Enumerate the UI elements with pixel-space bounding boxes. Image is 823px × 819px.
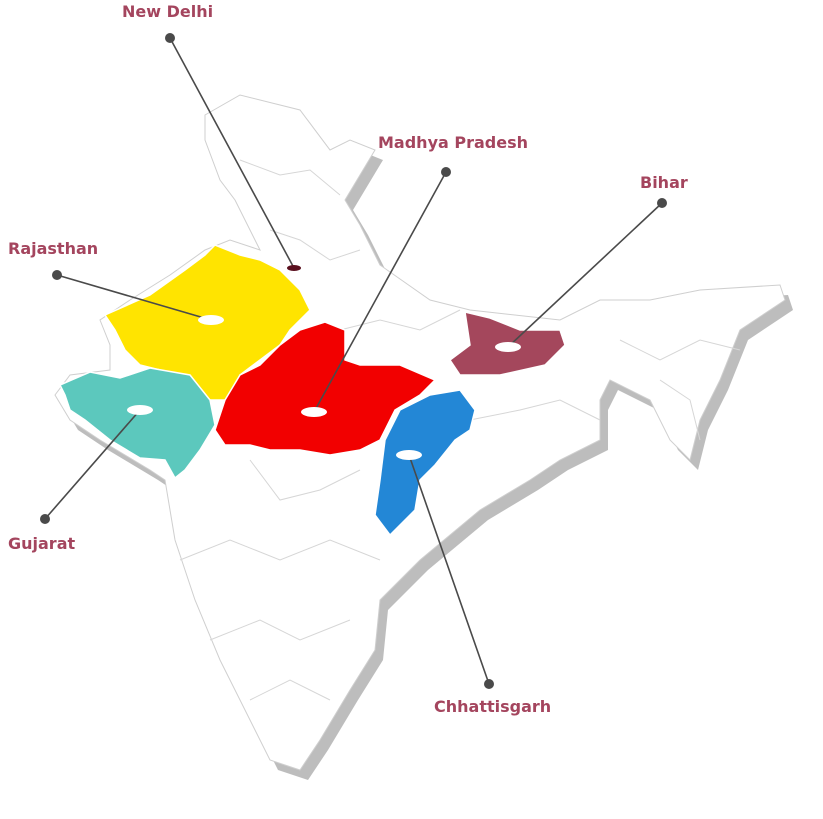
label-new-delhi: New Delhi bbox=[122, 2, 214, 21]
dot-rajasthan bbox=[52, 270, 62, 280]
label-bihar: Bihar bbox=[640, 173, 688, 192]
state-gujarat[interactable] bbox=[58, 367, 216, 480]
leader-bihar bbox=[507, 202, 663, 348]
dot-bihar bbox=[657, 198, 667, 208]
label-chhattisgarh: Chhattisgarh bbox=[434, 697, 552, 716]
leader-gujarat bbox=[44, 409, 141, 520]
marker-new-delhi bbox=[287, 265, 301, 271]
dot-madhya-pradesh bbox=[441, 167, 451, 177]
state-borders bbox=[179, 159, 741, 701]
state-madhya-pradesh[interactable] bbox=[214, 321, 437, 456]
dot-gujarat bbox=[40, 514, 50, 524]
marker-rajasthan bbox=[198, 315, 224, 325]
dot-new-delhi bbox=[165, 33, 175, 43]
state-chhattisgarh[interactable] bbox=[374, 389, 476, 537]
leader-dots bbox=[40, 33, 667, 689]
marker-chhattisgarh bbox=[396, 450, 422, 460]
leader-madhya-pradesh bbox=[313, 171, 447, 413]
dot-chhattisgarh bbox=[484, 679, 494, 689]
leader-chhattisgarh bbox=[408, 454, 490, 685]
location-markers bbox=[127, 265, 521, 460]
leader-rajasthan bbox=[56, 274, 212, 321]
marker-bihar bbox=[495, 342, 521, 352]
leader-new-delhi bbox=[169, 37, 295, 269]
marker-madhya-pradesh bbox=[301, 407, 327, 417]
label-madhya-pradesh: Madhya Pradesh bbox=[378, 133, 528, 152]
leader-lines bbox=[44, 37, 663, 685]
label-rajasthan: Rajasthan bbox=[8, 239, 99, 258]
label-gujarat: Gujarat bbox=[8, 534, 76, 553]
marker-gujarat bbox=[127, 405, 153, 415]
